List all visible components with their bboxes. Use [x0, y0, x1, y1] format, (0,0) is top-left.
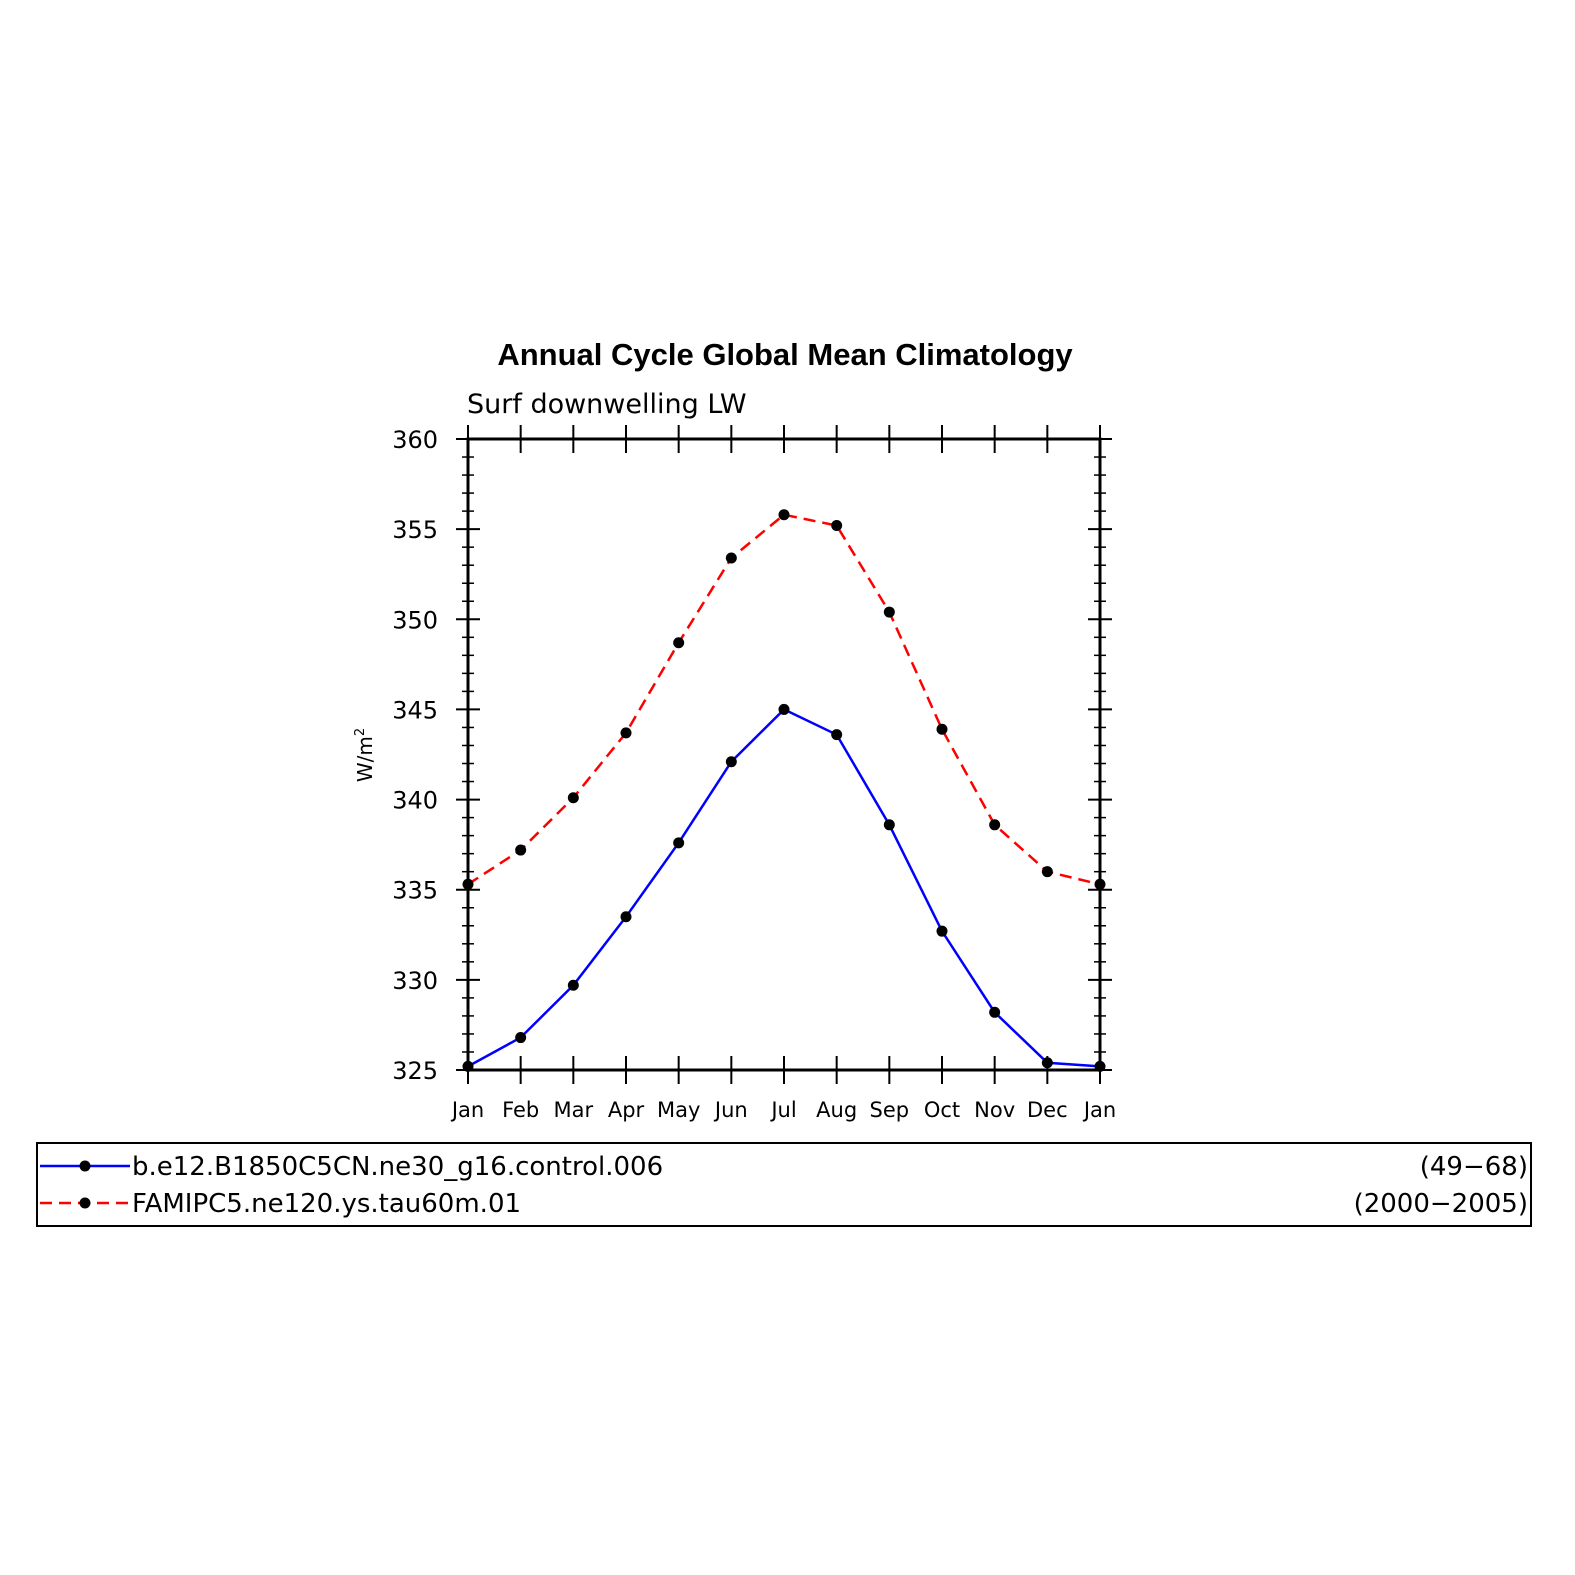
- data-point: [1041, 866, 1053, 878]
- series-line: [467, 513, 1101, 886]
- x-tick-label: Nov: [974, 1098, 1015, 1122]
- data-point: [778, 509, 790, 521]
- data-point: [1041, 1057, 1053, 1069]
- legend-marker-sample: [79, 1197, 91, 1209]
- series-line: [467, 707, 1101, 1068]
- y-axis-label-superscript: 2: [353, 728, 368, 736]
- y-tick-label: 355: [392, 516, 438, 544]
- y-tick-label: 325: [392, 1057, 438, 1085]
- legend-box: [36, 1142, 1532, 1227]
- x-tick-label: Mar: [554, 1098, 594, 1122]
- legend-series-years: (49−68): [1420, 1152, 1528, 1182]
- legend-entries: b.e12.B1850C5CN.ne30_g16.control.006 (49−…: [40, 1152, 1528, 1219]
- x-tick-label: Jun: [713, 1098, 748, 1122]
- y-tick-label: 345: [392, 696, 438, 724]
- chart-title: Annual Cycle Global Mean Climatology: [497, 337, 1073, 372]
- data-point: [462, 878, 474, 890]
- x-tick-label: Jul: [769, 1098, 796, 1122]
- x-tick-label: Jan: [1082, 1098, 1116, 1122]
- data-point: [462, 1060, 474, 1072]
- y-axis-label: W/m2: [353, 728, 377, 782]
- plot-series: [462, 509, 1106, 1072]
- y-tick-label: 335: [392, 877, 438, 905]
- data-point: [1094, 878, 1106, 890]
- x-tick-label: Sep: [870, 1098, 910, 1122]
- x-tick-label: Oct: [924, 1098, 960, 1122]
- data-point: [989, 1006, 1001, 1018]
- data-point: [725, 552, 737, 564]
- data-point: [778, 703, 790, 715]
- data-point: [831, 520, 843, 532]
- data-point: [883, 606, 895, 618]
- y-axis-label-main: W/m: [353, 736, 377, 782]
- data-point: [620, 727, 632, 739]
- data-point: [936, 723, 948, 735]
- y-tick-label: 330: [392, 967, 438, 995]
- x-tick-label: Feb: [502, 1098, 539, 1122]
- data-point: [567, 979, 579, 991]
- legend-series-years: (2000−2005): [1354, 1189, 1528, 1219]
- data-point: [673, 637, 685, 649]
- data-point: [567, 792, 579, 804]
- data-point: [989, 819, 1001, 831]
- data-point: [725, 756, 737, 768]
- data-point: [515, 844, 527, 856]
- legend-series-name: b.e12.B1850C5CN.ne30_g16.control.006: [132, 1152, 663, 1182]
- x-tick-label: Jan: [450, 1098, 484, 1122]
- y-tick-label: 350: [392, 606, 438, 634]
- data-point: [620, 911, 632, 923]
- y-tick-label: 340: [392, 787, 438, 815]
- plot-frame: [466, 437, 1102, 1072]
- legend-marker-sample: [79, 1160, 91, 1172]
- data-point: [1094, 1060, 1106, 1072]
- data-point: [883, 819, 895, 831]
- x-tick-label: Apr: [608, 1098, 645, 1122]
- y-tick-label: 360: [392, 426, 438, 454]
- data-point: [515, 1032, 527, 1044]
- plot-axes: 325 330 335 340 345 350 355 360 Jan Feb Mar Apr May J…: [392, 425, 1116, 1122]
- legend-series-name: FAMIPC5.ne120.ys.tau60m.01: [132, 1189, 521, 1219]
- legend: b.e12.B1850C5CN.ne30_g16.control.006 (49−…: [36, 1142, 1532, 1227]
- data-point: [936, 925, 948, 937]
- x-tick-label: Aug: [816, 1098, 857, 1122]
- x-tick-label: Dec: [1027, 1098, 1068, 1122]
- data-point: [673, 837, 685, 849]
- data-point: [831, 729, 843, 741]
- x-tick-label: May: [657, 1098, 700, 1122]
- chart-subtitle: Surf downwelling LW: [467, 389, 747, 420]
